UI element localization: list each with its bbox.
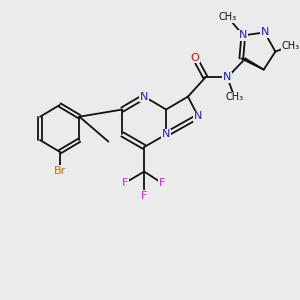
Text: Br: Br — [54, 166, 66, 176]
Text: F: F — [158, 178, 165, 188]
Text: N: N — [140, 92, 148, 102]
Text: F: F — [122, 178, 128, 188]
Text: F: F — [141, 190, 147, 201]
Text: O: O — [190, 52, 199, 63]
Text: N: N — [223, 72, 232, 82]
Text: CH₃: CH₃ — [282, 40, 300, 51]
Text: N: N — [162, 129, 170, 140]
Text: N: N — [194, 111, 202, 122]
Text: N: N — [239, 30, 248, 40]
Text: CH₃: CH₃ — [226, 92, 244, 103]
Text: Br: Br — [54, 166, 66, 176]
Text: CH₃: CH₃ — [219, 12, 237, 22]
Text: N: N — [260, 27, 269, 38]
